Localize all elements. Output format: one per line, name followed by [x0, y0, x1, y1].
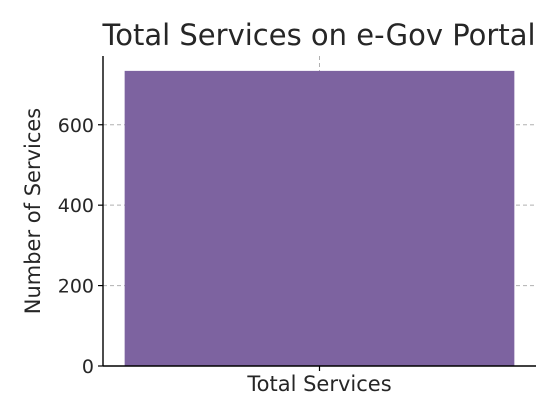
y-axis-label: Number of Services: [21, 108, 45, 315]
bars: [124, 70, 515, 367]
bar: [124, 70, 515, 367]
y-tick-label: 600: [58, 115, 94, 137]
x-tick-label: Total Services: [246, 372, 391, 396]
y-tick-label: 0: [82, 356, 94, 378]
chart-title: Total Services on e-Gov Portal: [101, 18, 535, 52]
axis-ticks: 0 200 400 600 Total Services: [58, 115, 392, 396]
y-tick-label: 400: [58, 195, 94, 217]
y-tick-label: 200: [58, 276, 94, 298]
